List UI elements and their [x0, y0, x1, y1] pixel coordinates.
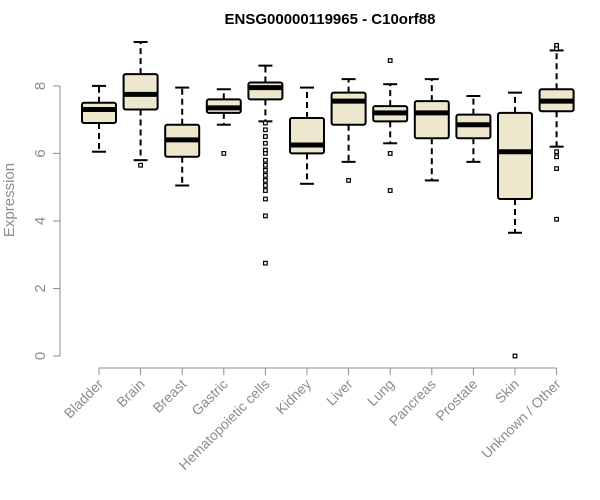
box-iqr [497, 111, 533, 200]
outlier-point [263, 134, 268, 139]
outlier-point [263, 188, 268, 193]
box-bladder [81, 84, 117, 153]
box-gastric [205, 88, 242, 156]
box-liver [330, 78, 367, 183]
box-iqr [330, 91, 367, 126]
outlier-point [263, 151, 268, 156]
outlier-point [512, 353, 518, 359]
outlier-point [263, 260, 268, 266]
x-tick-label: Lung [364, 376, 397, 409]
outlier-point [554, 154, 559, 160]
outlier-point [387, 151, 393, 156]
y-tick-label: 8 [32, 82, 49, 90]
box-skin [497, 91, 533, 359]
outlier-point [263, 162, 268, 168]
outlier-point [263, 120, 268, 126]
outlier-point [263, 157, 268, 163]
outlier-point [554, 166, 559, 172]
box-iqr [289, 116, 325, 155]
outlier-point [263, 183, 268, 188]
outlier-point [387, 188, 393, 193]
outlier-point [221, 151, 227, 156]
outlier-point [263, 196, 268, 202]
x-tick-label: Breast [149, 376, 189, 416]
y-tick-label: 6 [32, 149, 49, 157]
box-iqr [413, 100, 450, 140]
outlier-point [263, 178, 268, 183]
outlier-point [554, 46, 559, 52]
box-brain [122, 41, 159, 168]
box-lung [372, 58, 409, 193]
outlier-point [263, 213, 268, 219]
plot-area [81, 41, 575, 359]
y-axis-label: Expression [1, 163, 18, 237]
x-tick-label: Brain [113, 376, 147, 410]
x-tick-label: Prostate [432, 376, 480, 424]
x-tick-label: Skin [492, 376, 523, 407]
outlier-point [554, 149, 559, 155]
y-tick-label: 4 [32, 217, 49, 225]
outlier-point [387, 58, 393, 63]
y-tick-label: 2 [32, 284, 49, 292]
outlier-point [346, 178, 351, 183]
box-unknown-other [538, 42, 575, 222]
outlier-point [263, 140, 268, 146]
box-iqr [247, 81, 284, 101]
box-pancreas [413, 78, 450, 182]
box-hematopoietic-cells [247, 64, 284, 266]
outlier-point [263, 172, 268, 178]
x-tick-label: Unknown / Other [478, 376, 564, 462]
outlier-point [554, 216, 559, 222]
box-prostate [455, 95, 492, 163]
y-tick-label: 0 [32, 352, 49, 360]
box-iqr [122, 73, 159, 111]
outlier-point [138, 162, 144, 168]
box-kidney [289, 86, 325, 185]
x-tick-label: Bladder [61, 376, 107, 422]
outlier-point [263, 167, 268, 173]
box-iqr [81, 101, 117, 125]
box-breast [164, 86, 201, 187]
x-tick-label: Kidney [273, 376, 315, 418]
outlier-point [263, 127, 268, 133]
x-tick-label: Liver [323, 376, 356, 409]
chart-title: ENSG00000119965 - C10orf88 [225, 11, 436, 28]
y-axis: 0 2 4 6 8 [32, 82, 61, 360]
